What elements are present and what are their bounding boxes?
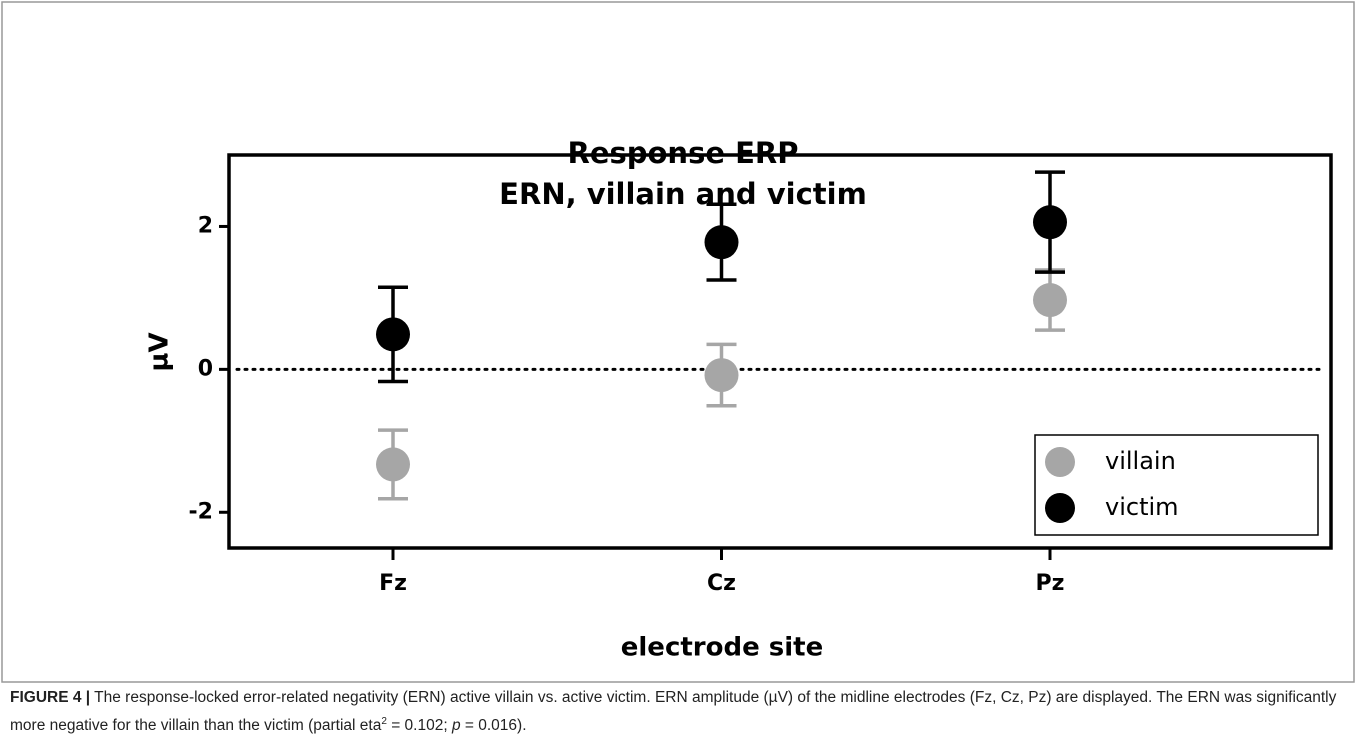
legend-label: villain <box>1105 447 1176 475</box>
x-tick-label: Pz <box>1036 571 1065 596</box>
plot-frame <box>227 153 1333 550</box>
x-tick-label: Cz <box>707 571 736 596</box>
caption-sup: 2 <box>381 716 387 727</box>
point <box>376 317 410 352</box>
point <box>1033 283 1067 318</box>
point <box>1033 205 1067 240</box>
x-axis-label: electrode site <box>621 633 823 663</box>
point <box>376 447 410 482</box>
caption-text: = 0.102; <box>386 717 452 735</box>
legend-label: victim <box>1105 493 1179 521</box>
x-tick-label: Fz <box>379 571 407 596</box>
legend-marker <box>1045 447 1075 477</box>
caption-text: The response-locked error-related negati… <box>10 689 1337 735</box>
chart-title: ERN, villain and victim <box>499 177 867 211</box>
y-axis-label: µV <box>145 332 175 371</box>
chart-title: Response ERP <box>567 136 798 170</box>
legend-box <box>1034 434 1319 536</box>
caption-italic: p <box>451 717 461 735</box>
point <box>704 358 739 393</box>
legend-marker <box>1045 493 1075 523</box>
point <box>704 225 739 260</box>
figure-border <box>1 1 1355 683</box>
caption-text: = 0.016). <box>460 717 527 735</box>
chart: Response ERP ERN, villain and victim µV … <box>1 1 1355 683</box>
y-tick-label: 2 <box>198 213 213 238</box>
y-tick-label: -2 <box>189 499 213 524</box>
caption: FIGURE 4 | The response-locked error-rel… <box>10 686 1345 738</box>
caption-label: FIGURE 4 | <box>10 689 91 706</box>
y-tick-label: 0 <box>198 356 213 381</box>
